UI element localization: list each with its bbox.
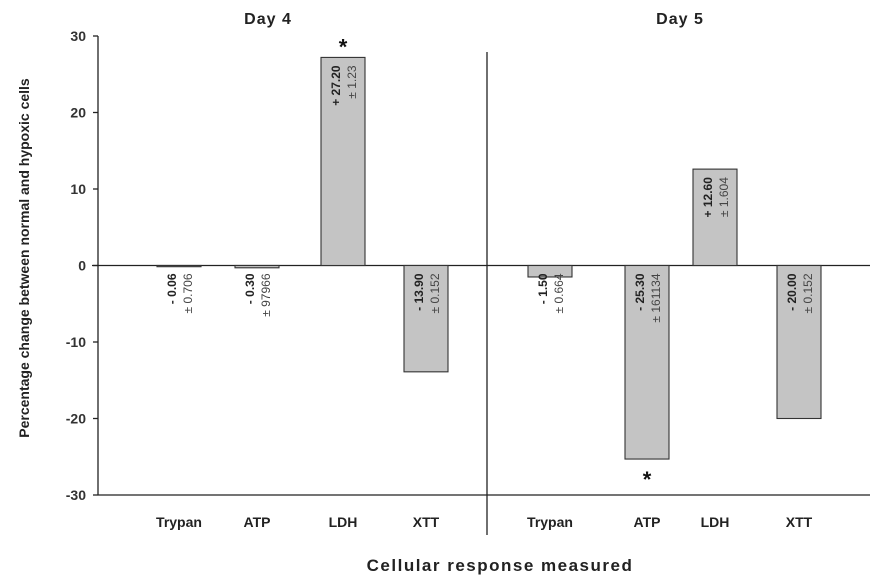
bar bbox=[234, 264, 280, 269]
y-axis-label: Percentage change between normal and hyp… bbox=[16, 78, 32, 438]
x-tick-label: XTT bbox=[786, 514, 813, 530]
chart-axes: 30 20 10 0 -10 -20 -30 Day 4 Trypan ATP LDH XTT Day … bbox=[66, 11, 870, 535]
value-label: - 25.30 bbox=[633, 273, 647, 311]
value-label: - 20.00 bbox=[785, 273, 799, 311]
value-label: + 27.20 bbox=[329, 65, 343, 106]
value-label: - 0.06 bbox=[165, 273, 179, 304]
error-label: ± 161134 bbox=[649, 273, 663, 322]
data-label-group: - 25.30 ± 161134 bbox=[633, 273, 663, 322]
value-label: - 13.90 bbox=[412, 273, 426, 311]
value-label: + 12.60 bbox=[701, 177, 715, 218]
y-tick-label: 0 bbox=[78, 258, 86, 274]
x-tick-label: Trypan bbox=[156, 514, 202, 530]
y-tick-label: -20 bbox=[66, 411, 86, 427]
x-tick-label: LDH bbox=[329, 514, 358, 530]
error-label: ± 1.23 bbox=[345, 65, 359, 99]
x-tick-label: XTT bbox=[413, 514, 440, 530]
data-label-group: - 13.90 ± 0.152 bbox=[412, 273, 442, 313]
y-tick-label: 10 bbox=[70, 181, 86, 197]
data-label-group: - 0.30 ± 97966 bbox=[243, 273, 273, 317]
significance-marker: * bbox=[643, 467, 652, 492]
panel-title: Day 5 bbox=[656, 11, 704, 28]
bar bbox=[527, 264, 573, 278]
data-label-group: + 27.20 ± 1.23 bbox=[329, 65, 359, 106]
bar bbox=[624, 264, 670, 460]
error-label: ± 0.152 bbox=[428, 273, 442, 313]
bar bbox=[403, 264, 449, 373]
error-label: ± 0.152 bbox=[801, 273, 815, 313]
bar bbox=[692, 168, 738, 267]
significance-marker: * bbox=[339, 34, 348, 59]
x-tick-label: ATP bbox=[244, 514, 271, 530]
error-label: ± 0.706 bbox=[181, 273, 195, 313]
error-label: ± 1.604 bbox=[717, 177, 731, 217]
data-label-group: - 1.50 ± 0.664 bbox=[536, 273, 566, 313]
bar bbox=[776, 264, 822, 420]
panel-title: Day 4 bbox=[244, 11, 292, 28]
data-label-group: - 20.00 ± 0.152 bbox=[785, 273, 815, 313]
x-axis-label: Cellular response measured bbox=[367, 556, 634, 575]
bar bbox=[156, 264, 202, 268]
y-tick-label: 30 bbox=[70, 28, 86, 44]
data-label-group: - 0.06 ± 0.706 bbox=[165, 273, 195, 313]
chart-marks: - 0.06 ± 0.706 - 0.30 ± 97966 + 27.20 ± 1.23 *… bbox=[156, 34, 822, 492]
bar bbox=[320, 56, 366, 267]
data-label-group: + 12.60 ± 1.604 bbox=[701, 177, 731, 218]
x-tick-label: Trypan bbox=[527, 514, 573, 530]
y-tick-label: -30 bbox=[66, 487, 86, 503]
value-label: - 1.50 bbox=[536, 273, 550, 304]
x-tick-label: LDH bbox=[701, 514, 730, 530]
x-tick-label: ATP bbox=[634, 514, 661, 530]
error-label: ± 0.664 bbox=[552, 273, 566, 313]
value-label: - 0.30 bbox=[243, 273, 257, 304]
y-tick-label: -10 bbox=[66, 334, 86, 350]
error-label: ± 97966 bbox=[259, 273, 273, 317]
y-tick-label: 20 bbox=[70, 105, 86, 121]
